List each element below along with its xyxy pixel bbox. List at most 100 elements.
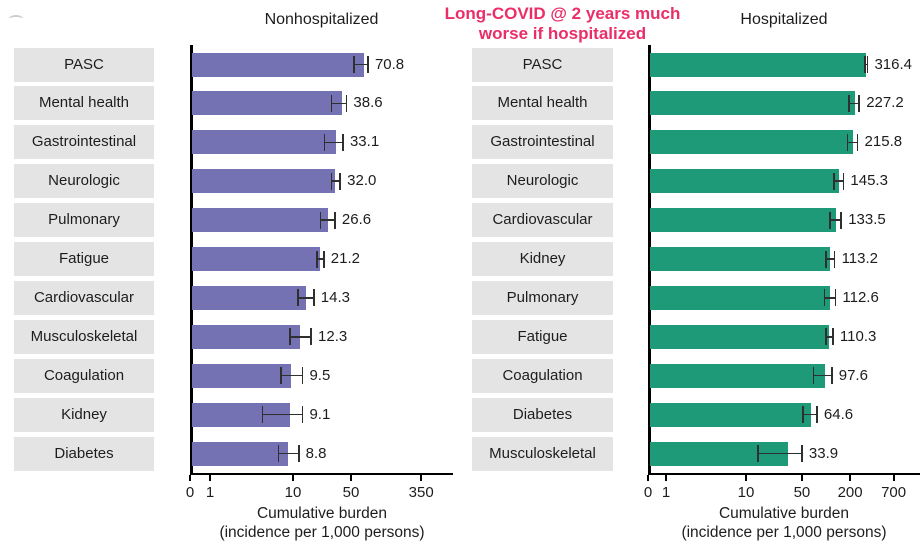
value-label: 8.8 (305, 444, 327, 462)
category-label-kidney: Kidney (472, 242, 613, 276)
bar-cardiovascular (192, 285, 306, 310)
category-label-fatigue: Fatigue (472, 319, 613, 354)
error-bar-cap-low (289, 328, 291, 346)
value-label: 38.6 (353, 94, 383, 112)
error-bar-line (825, 258, 835, 260)
value-label: 33.9 (808, 444, 839, 462)
error-bar-cap-high (832, 328, 834, 346)
x-tick-label: 700 (881, 484, 907, 501)
error-bar-line (757, 452, 802, 455)
bar-cardiovascular (650, 208, 837, 233)
error-bar-cap-low (277, 445, 280, 462)
x-axis-label: Cumulative burden (incidence per 1,000 p… (634, 504, 924, 543)
chart-title: Nonhospitalized (264, 11, 379, 28)
category-label-diabetes: Diabetes (14, 436, 154, 471)
error-bar-line (281, 374, 303, 377)
value-label: 97.6 (838, 366, 868, 384)
category-label-pasc: PASC (14, 47, 154, 82)
error-bar-line (324, 141, 343, 144)
category-label-pulmonary: Pulmonary (14, 203, 154, 238)
error-bar-cap-high (830, 367, 833, 385)
bar-gastrointestinal (192, 130, 337, 155)
bar-pasc (192, 52, 364, 77)
category-label-diabetes: Diabetes (472, 397, 613, 432)
x-tick-label: 50 (342, 484, 360, 501)
x-axis-tick (189, 475, 191, 481)
category-label-neurologic: Neurologic (14, 164, 154, 199)
error-bar-cap-low (297, 289, 299, 307)
figure-annotation: Long-COVID @ 2 years much worse if hospi… (415, 4, 710, 45)
bar-coagulation (650, 363, 826, 388)
error-bar-cap-low (330, 94, 333, 112)
error-bar-cap-high (312, 289, 315, 307)
x-tick-label: 0 (185, 484, 195, 501)
error-bar-cap-high (297, 445, 300, 462)
error-bar-line (278, 452, 299, 455)
error-bar-line (331, 180, 341, 182)
bar-gastrointestinal (650, 130, 853, 155)
value-label: 215.8 (864, 133, 903, 151)
error-bar-cap-high (334, 211, 336, 229)
error-bar-line (803, 413, 817, 416)
error-bar-cap-low (756, 445, 759, 462)
error-bar-line (262, 413, 303, 416)
bar-kidney (650, 247, 831, 271)
category-label-neurologic: Neurologic (472, 164, 613, 199)
error-bar-cap-low (352, 56, 355, 73)
value-label: 145.3 (850, 172, 888, 190)
value-label: 21.2 (330, 250, 360, 267)
category-label-mental-health: Mental health (14, 86, 154, 121)
category-label-coagulation: Coagulation (14, 358, 154, 393)
error-bar-cap-low (824, 250, 827, 268)
category-label-mental-health: Mental health (472, 86, 613, 121)
error-bar-cap-low (824, 328, 827, 346)
value-label: 14.3 (320, 288, 350, 306)
error-bar-line (824, 297, 836, 299)
x-tick-label: 10 (284, 484, 302, 501)
error-bar-cap-low (823, 289, 826, 307)
category-label-fatigue: Fatigue (14, 242, 154, 276)
error-bar-cap-high (301, 367, 304, 385)
error-bar-cap-high (367, 56, 369, 73)
error-bar-line (320, 219, 335, 221)
value-label: 33.1 (349, 133, 380, 151)
error-bar-line (813, 374, 832, 377)
x-axis-tick (209, 475, 211, 481)
value-label: 110.3 (839, 327, 877, 345)
panel-label-remnant (9, 15, 23, 23)
error-bar-line (833, 180, 844, 182)
bar-diabetes (192, 441, 289, 466)
error-bar-cap-low (863, 56, 866, 73)
value-label: 133.5 (848, 211, 886, 229)
value-label: 32.0 (347, 172, 377, 190)
bar-coagulation (192, 363, 292, 388)
error-bar-cap-high (856, 133, 859, 151)
error-bar-cap-low (330, 172, 333, 190)
y-axis-line (648, 45, 651, 475)
x-axis-tick (647, 475, 649, 481)
annotation-line2: worse if hospitalized (478, 24, 647, 44)
x-axis-tick (350, 475, 352, 481)
category-label-pasc: PASC (472, 47, 613, 82)
bar-pulmonary (192, 208, 329, 233)
error-bar-cap-high (866, 56, 869, 73)
error-bar-cap-high (345, 94, 348, 112)
value-label: 26.6 (341, 211, 372, 229)
value-label: 9.1 (309, 405, 331, 423)
plot-area: 0 1 10 50 350 70.8 38.6 33.1 32.0 26.6 21.2 14.3 12.… (186, 45, 490, 515)
value-label: 70.8 (374, 55, 405, 73)
error-bar-cap-low (832, 172, 835, 190)
category-label-cardiovascular: Cardiovascular (14, 280, 154, 315)
error-bar-cap-low (829, 211, 832, 229)
error-bar-cap-low (802, 406, 805, 424)
error-bar-cap-low (261, 406, 264, 424)
error-bar-cap-high (842, 172, 845, 190)
x-tick-label: 1 (205, 484, 215, 501)
x-axis-tick (420, 475, 423, 481)
error-bar-cap-low (846, 133, 849, 151)
category-label-column: PASC Mental health Gastrointestinal Neurolo… (472, 45, 613, 473)
x-axis-tick (801, 475, 803, 481)
category-label-gastrointestinal: Gastrointestinal (14, 125, 154, 160)
error-bar-line (331, 102, 347, 105)
error-bar-cap-high (833, 250, 836, 268)
